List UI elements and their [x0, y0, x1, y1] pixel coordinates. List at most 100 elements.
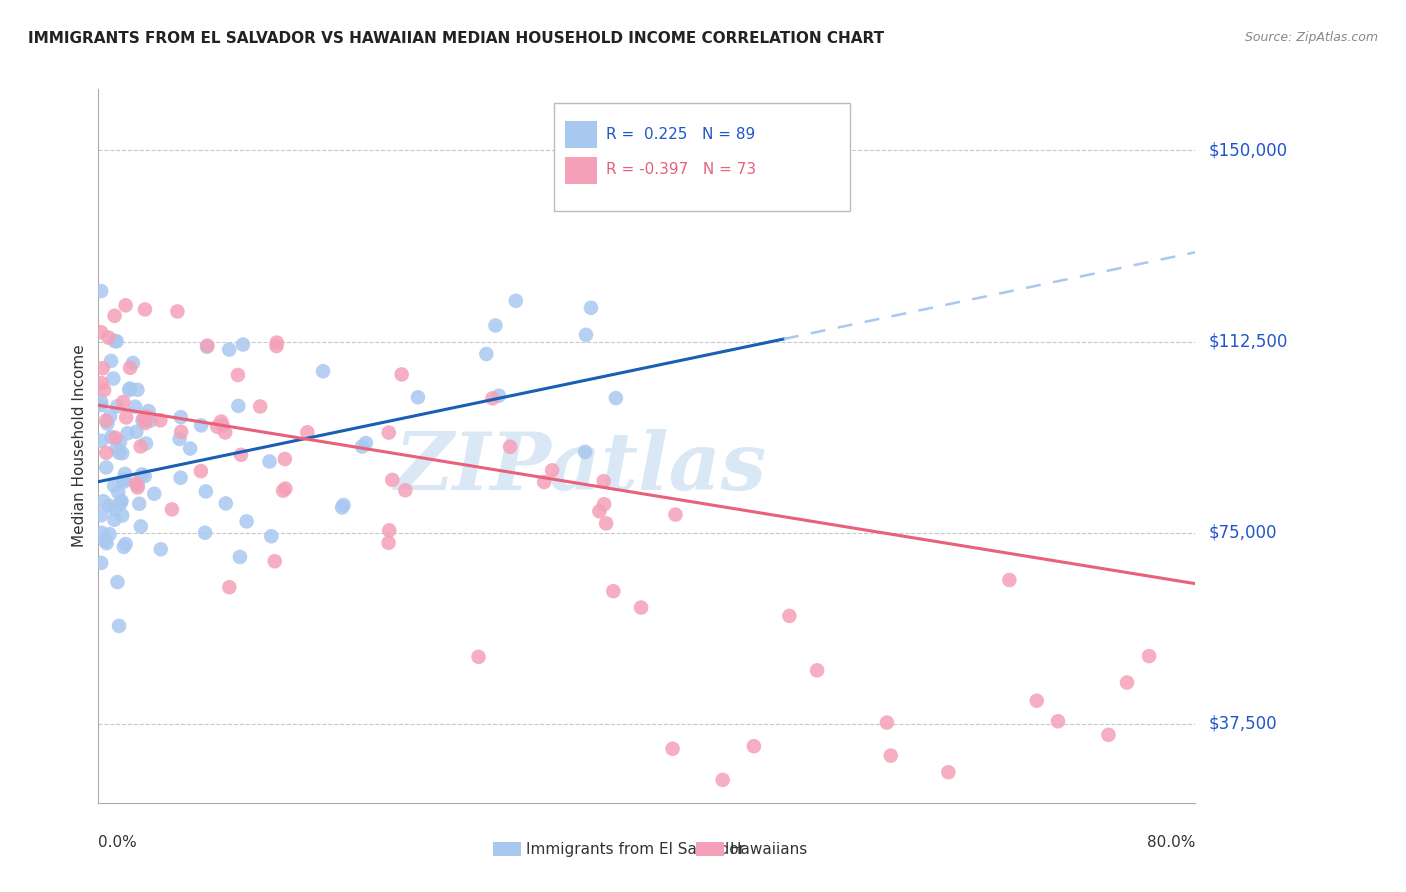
Point — [107, 575, 129, 590]
Point — [149, 542, 172, 557]
Point — [505, 293, 527, 308]
Point — [592, 474, 614, 488]
Point — [138, 404, 160, 418]
Text: Source: ZipAtlas.com: Source: ZipAtlas.com — [1244, 31, 1378, 45]
Point — [104, 431, 127, 445]
Point — [215, 496, 238, 510]
Point — [105, 334, 128, 349]
Text: R = -0.397   N = 73: R = -0.397 N = 73 — [606, 162, 756, 178]
Bar — [494, 842, 520, 856]
Point — [484, 318, 506, 333]
Point — [499, 440, 522, 454]
Point — [394, 483, 416, 498]
Point — [134, 302, 156, 317]
Point — [110, 494, 132, 508]
Point — [98, 409, 121, 424]
Point — [114, 537, 136, 551]
Point — [90, 284, 112, 298]
Text: 0.0%: 0.0% — [98, 835, 138, 850]
Point — [1025, 694, 1047, 708]
Point — [91, 361, 114, 376]
Point — [1116, 675, 1139, 690]
Point — [131, 414, 153, 428]
Point — [90, 508, 112, 523]
Point — [263, 554, 285, 568]
Point — [876, 715, 898, 730]
Point — [114, 467, 136, 481]
Point — [149, 413, 172, 427]
Point — [107, 485, 129, 500]
Point — [91, 494, 114, 508]
Point — [467, 649, 489, 664]
Point — [94, 533, 117, 548]
Point — [228, 399, 250, 413]
Point — [266, 335, 288, 350]
Point — [742, 739, 765, 754]
Point — [90, 376, 112, 390]
Point — [1097, 728, 1119, 742]
Point — [274, 452, 297, 467]
Text: R =  0.225   N = 89: R = 0.225 N = 89 — [606, 127, 755, 142]
Point — [90, 556, 112, 570]
Point — [100, 354, 122, 368]
Text: $150,000: $150,000 — [1209, 141, 1288, 160]
Point — [112, 475, 135, 489]
Point — [806, 664, 828, 678]
Point — [103, 513, 125, 527]
Point — [103, 502, 125, 516]
Text: $75,000: $75,000 — [1209, 524, 1278, 541]
Point — [274, 482, 297, 496]
Point — [94, 414, 117, 428]
Point — [170, 410, 193, 425]
Text: 80.0%: 80.0% — [1147, 835, 1195, 850]
Point — [125, 476, 148, 491]
Point — [194, 484, 217, 499]
Point — [114, 298, 136, 312]
Point — [488, 389, 510, 403]
Point — [125, 425, 148, 439]
Point — [103, 309, 125, 323]
Point — [588, 504, 610, 518]
Y-axis label: Median Household Income: Median Household Income — [72, 344, 87, 548]
Point — [166, 304, 188, 318]
Point — [350, 440, 373, 454]
Point — [259, 454, 281, 468]
Point — [111, 446, 134, 460]
Point — [117, 426, 139, 441]
Point — [332, 498, 354, 512]
Text: Hawaiians: Hawaiians — [730, 842, 807, 856]
Point — [541, 463, 564, 477]
Point — [226, 368, 249, 382]
Point — [118, 383, 141, 397]
Point — [112, 395, 135, 409]
Point — [567, 169, 589, 183]
Point — [105, 399, 128, 413]
Point — [122, 356, 145, 370]
Point — [579, 301, 602, 315]
Point — [111, 508, 134, 523]
Point — [160, 502, 183, 516]
Text: IMMIGRANTS FROM EL SALVADOR VS HAWAIIAN MEDIAN HOUSEHOLD INCOME CORRELATION CHAR: IMMIGRANTS FROM EL SALVADOR VS HAWAIIAN … — [28, 31, 884, 46]
Point — [664, 508, 686, 522]
Point — [533, 475, 555, 489]
Point — [194, 525, 217, 540]
Point — [190, 464, 212, 478]
Text: $112,500: $112,500 — [1209, 333, 1288, 351]
Point — [108, 446, 131, 460]
Point — [103, 479, 125, 493]
Point — [96, 460, 118, 475]
Point — [481, 392, 503, 406]
Point — [90, 434, 112, 448]
Point — [232, 337, 254, 351]
Text: Immigrants from El Salvador: Immigrants from El Salvador — [526, 842, 745, 856]
Point — [169, 471, 191, 485]
Point — [378, 524, 401, 538]
Point — [778, 609, 800, 624]
Point — [93, 383, 115, 397]
Point — [605, 391, 627, 405]
Point — [190, 418, 212, 433]
Point — [108, 619, 131, 633]
Point — [90, 525, 112, 540]
Point — [381, 473, 404, 487]
Point — [209, 415, 232, 429]
